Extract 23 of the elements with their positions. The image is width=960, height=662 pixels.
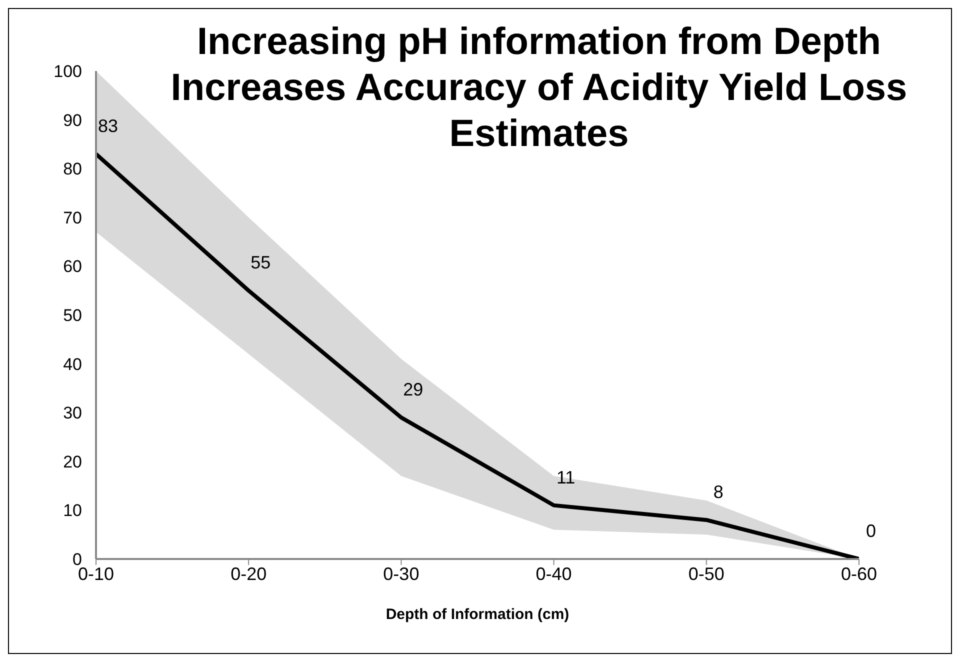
data-label: 29 (403, 379, 424, 400)
data-label: 55 (250, 252, 271, 273)
y-tick-label: 30 (63, 404, 82, 423)
y-tick-label: 60 (63, 257, 82, 276)
y-tick-label: 70 (63, 208, 82, 228)
x-tick-label: 0-30 (383, 564, 420, 584)
y-tick-label: 50 (63, 306, 82, 326)
data-label: 0 (866, 521, 876, 541)
y-tick-label: 100 (54, 62, 82, 82)
x-tick-label: 0-50 (688, 564, 724, 584)
y-tick-label: 10 (63, 501, 82, 520)
x-tick-label: 0-40 (536, 564, 572, 584)
y-tick-label: 90 (63, 110, 82, 130)
chart-title: Increasing pH information from Depth Increases Accuracy of Acidity Yield Loss Estimates (170, 20, 908, 157)
x-axis-title: Depth of Information (cm) (386, 606, 570, 623)
y-tick-label: 80 (63, 160, 82, 179)
data-label: 11 (556, 467, 576, 488)
y-tick-label: 20 (63, 452, 82, 472)
x-tick-label: 0-20 (230, 564, 267, 584)
y-tick-label: 40 (63, 354, 82, 374)
x-tick-label: 0-60 (840, 564, 878, 584)
data-label: 8 (713, 482, 724, 502)
data-label: 83 (98, 116, 118, 136)
